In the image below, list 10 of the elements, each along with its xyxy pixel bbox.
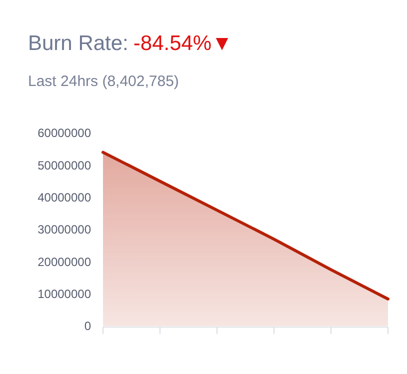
chart-subtitle: Last 24hrs (8,402,785) <box>28 73 179 90</box>
y-tick-label: 60000000 <box>38 126 92 140</box>
y-tick-label: 30000000 <box>38 222 92 237</box>
y-tick-label: 10000000 <box>38 287 92 302</box>
y-tick-label: 20000000 <box>38 254 92 269</box>
y-tick-label: 0 <box>84 319 92 334</box>
chart-title: Burn Rate: <box>28 32 128 55</box>
y-tick-label: 50000000 <box>38 158 92 172</box>
text: -84.54%▼ <box>133 32 232 55</box>
y-tick-label: 40000000 <box>38 190 92 205</box>
